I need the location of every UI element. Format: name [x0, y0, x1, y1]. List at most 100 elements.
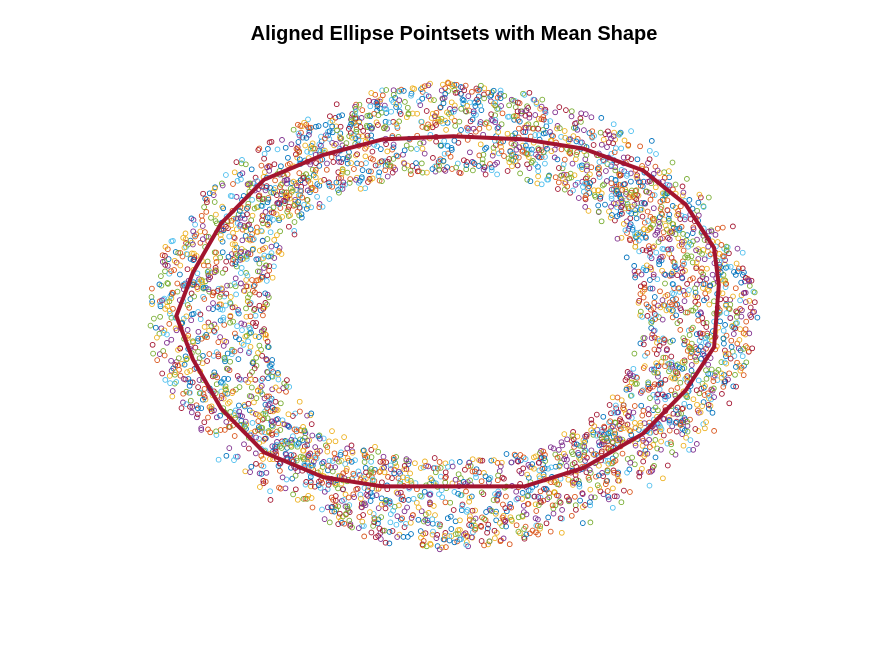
data-point: [256, 470, 263, 477]
data-point: [224, 282, 230, 289]
data-point: [200, 396, 206, 403]
data-point: [635, 231, 641, 238]
data-point: [218, 392, 225, 399]
data-point: [723, 296, 729, 303]
data-point: [695, 301, 702, 308]
data-point: [632, 440, 639, 446]
data-point: [401, 160, 408, 167]
data-point: [338, 170, 345, 177]
data-point: [476, 125, 483, 132]
data-point: [662, 376, 669, 383]
data-point: [597, 129, 604, 136]
data-point: [198, 405, 205, 412]
data-point: [394, 534, 401, 540]
data-point: [233, 291, 239, 298]
data-point: [190, 338, 196, 345]
data-point: [352, 457, 358, 464]
data-point: [326, 438, 332, 445]
data-point: [319, 203, 326, 210]
data-point: [652, 437, 659, 443]
data-point: [295, 139, 302, 145]
data-point: [216, 294, 223, 300]
data-point: [680, 335, 687, 341]
data-point: [166, 321, 173, 327]
data-point: [191, 250, 197, 257]
data-point: [249, 231, 255, 237]
data-point: [378, 501, 385, 508]
data-point: [492, 535, 498, 542]
data-point: [532, 112, 539, 118]
data-point: [662, 363, 668, 370]
data-point: [245, 200, 252, 207]
data-point: [223, 290, 230, 297]
data-point: [265, 146, 271, 152]
data-point: [590, 142, 597, 148]
data-point: [297, 123, 304, 129]
data-point: [490, 87, 497, 94]
data-point: [665, 235, 671, 241]
data-point: [677, 216, 684, 222]
data-point: [277, 427, 284, 433]
data-point: [498, 144, 504, 150]
data-point: [353, 152, 359, 159]
data-point: [722, 322, 728, 328]
data-point: [559, 507, 565, 513]
data-point: [548, 148, 555, 155]
data-point: [194, 411, 201, 418]
data-point: [554, 454, 561, 461]
data-point: [259, 352, 265, 359]
data-point: [309, 504, 316, 511]
data-point: [375, 448, 382, 455]
data-point: [467, 513, 473, 520]
data-point: [624, 421, 631, 428]
data-point: [509, 163, 515, 170]
data-point: [230, 230, 236, 236]
data-point: [288, 141, 295, 148]
data-point: [637, 340, 644, 347]
data-point: [538, 181, 545, 188]
data-point: [686, 446, 692, 453]
data-point: [692, 353, 698, 360]
data-point: [403, 466, 410, 472]
data-point: [359, 107, 366, 113]
data-point: [612, 177, 619, 183]
data-point: [457, 170, 464, 177]
data-point: [258, 202, 265, 209]
data-point: [573, 476, 579, 483]
data-point: [736, 337, 743, 343]
data-point: [494, 497, 501, 504]
data-point: [417, 492, 424, 499]
data-point: [441, 150, 448, 157]
data-point: [651, 462, 657, 469]
data-point: [273, 211, 280, 218]
data-point: [587, 486, 594, 493]
data-point: [649, 331, 656, 338]
data-point: [683, 434, 689, 441]
data-point: [238, 280, 244, 287]
data-point: [524, 151, 531, 157]
data-point: [633, 230, 640, 236]
data-point: [288, 436, 295, 443]
data-point: [623, 386, 630, 393]
data-point: [669, 159, 676, 166]
data-point: [515, 117, 521, 123]
data-point: [670, 410, 677, 417]
data-point: [448, 526, 455, 532]
data-point: [604, 467, 611, 474]
data-point: [293, 426, 300, 433]
data-point: [732, 371, 738, 378]
data-point: [164, 339, 170, 346]
data-point: [456, 118, 463, 125]
data-point: [519, 490, 526, 496]
data-point: [669, 423, 676, 430]
data-point: [329, 183, 336, 190]
data-point: [333, 101, 340, 108]
data-point: [591, 187, 597, 194]
data-point: [742, 275, 749, 281]
data-point: [489, 152, 496, 159]
data-point: [354, 151, 360, 158]
data-point: [465, 125, 472, 132]
data-point: [268, 138, 275, 145]
data-point: [449, 463, 456, 470]
data-point: [674, 361, 681, 368]
